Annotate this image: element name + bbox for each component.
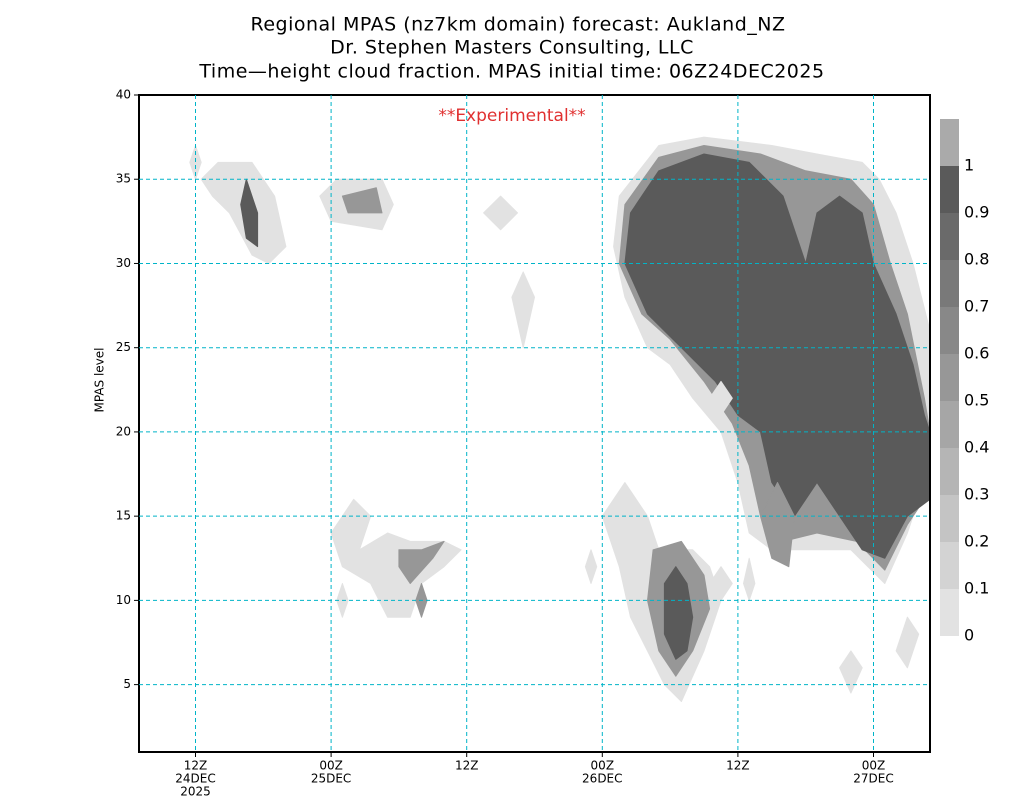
cloud-region	[743, 557, 756, 601]
x-tick-label: 27DEC	[853, 772, 893, 786]
colorbar-swatch	[940, 495, 959, 542]
colorbar-label: 0	[964, 626, 974, 645]
cloud-region	[709, 566, 733, 601]
y-tick-label: 40	[116, 88, 131, 102]
y-tick-label: 10	[116, 593, 131, 607]
colorbar-swatch	[940, 119, 959, 166]
y-tick-label: 30	[116, 256, 131, 270]
x-tick-label: 12Z	[455, 759, 479, 773]
cloud-region	[189, 145, 202, 180]
colorbar-label: 0.6	[964, 344, 989, 363]
colorbar-label: 0.2	[964, 532, 989, 551]
colorbar-swatch	[940, 401, 959, 448]
cloud-region	[839, 650, 863, 694]
cloud-region	[895, 616, 920, 669]
y-tick-label: 35	[116, 172, 131, 186]
colorbar-swatch	[940, 307, 959, 354]
cloud-region	[330, 498, 462, 618]
colorbar-label: 0.9	[964, 203, 989, 222]
x-tick-label: 24DEC	[175, 772, 215, 786]
colorbar-swatch	[940, 260, 959, 307]
y-tick-label: 25	[116, 340, 131, 354]
title-line: Dr. Stephen Masters Consulting, LLC	[330, 37, 694, 59]
colorbar-label: 0.8	[964, 250, 989, 269]
cloud-region	[511, 271, 535, 349]
colorbar-label: 0.1	[964, 579, 989, 598]
plot-frame	[138, 94, 931, 753]
colorbar-label: 0.4	[964, 438, 989, 457]
title-line: Time—height cloud fraction. MPAS initial…	[198, 61, 824, 83]
x-tick-label: 00Z	[862, 759, 886, 773]
x-tick-label: 26DEC	[582, 772, 622, 786]
colorbar-label: 1	[964, 156, 974, 175]
annotation: **Experimental**	[438, 106, 585, 126]
cloud-region	[341, 187, 383, 214]
colorbar-swatch	[940, 166, 959, 213]
colorbar-label: 0.7	[964, 297, 989, 316]
cloud-region	[584, 549, 598, 584]
colorbar-swatch	[940, 213, 959, 260]
title-line: Regional MPAS (nz7km domain) forecast: A…	[251, 14, 786, 36]
colorbar-label: 0.5	[964, 391, 989, 410]
cloud-region	[760, 482, 795, 568]
x-tick-label: 00Z	[591, 759, 615, 773]
x-tick-label: 12Z	[184, 759, 208, 773]
cloud-region	[240, 178, 259, 248]
cloud-region	[709, 380, 733, 416]
colorbar-label: 0.3	[964, 485, 989, 504]
y-tick-label: 15	[116, 509, 131, 523]
cloud-region	[663, 566, 694, 660]
y-tick-label: 20	[116, 424, 131, 438]
x-tick-label: 12Z	[726, 759, 750, 773]
cloud-region	[483, 195, 518, 231]
x-tick-label: 2025	[180, 785, 211, 799]
colorbar-swatch	[940, 354, 959, 401]
cloud-region	[398, 540, 445, 584]
colorbar-swatch	[940, 542, 959, 589]
y-tick-label: 5	[123, 677, 131, 691]
y-axis-label: MPAS level	[93, 348, 107, 413]
colorbar-swatch	[940, 589, 959, 636]
x-tick-label: 00Z	[319, 759, 343, 773]
colorbar-swatch	[940, 448, 959, 495]
x-tick-label: 25DEC	[311, 772, 351, 786]
